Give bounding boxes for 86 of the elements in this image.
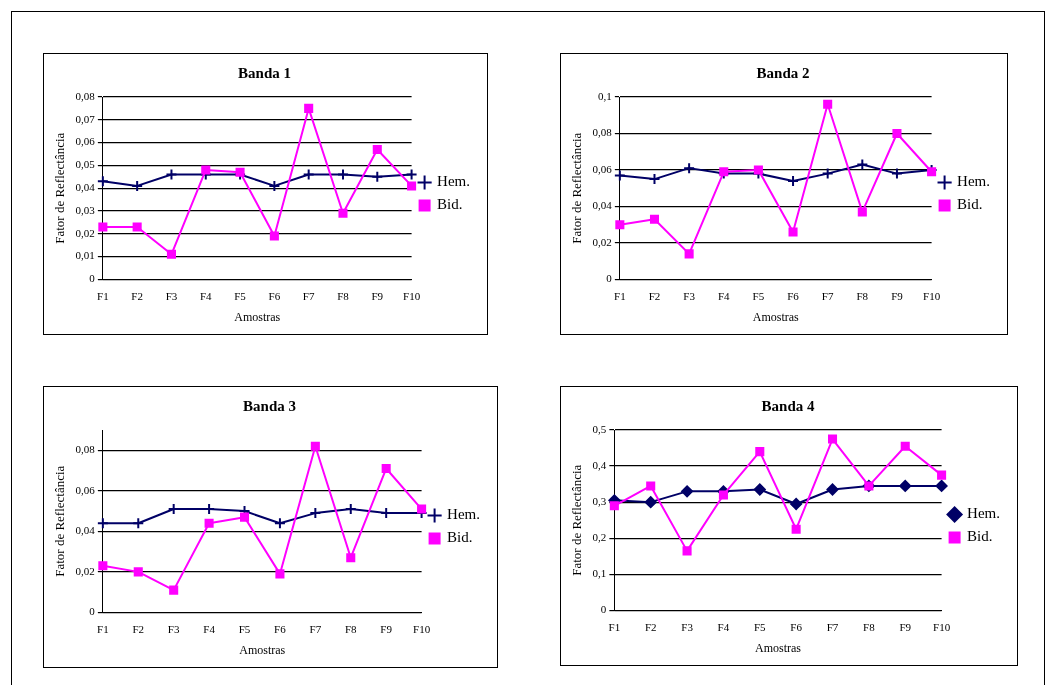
y-tick-label: 0,03 [75,203,96,216]
x-tick-label: F8 [856,289,869,302]
x-tick-label: F6 [268,289,281,302]
y-tick-label: 0 [89,605,96,618]
legend-label: Hem. [957,173,991,190]
x-tick-label: F8 [863,620,876,633]
x-axis-title: Amostras [752,309,800,324]
y-tick-label: 0,5 [592,422,607,435]
legend-label: Hem. [437,173,471,190]
x-tick-label: F4 [203,622,216,635]
x-tick-label: F6 [790,620,803,633]
legend-label: Hem. [967,505,1001,522]
y-tick-label: 0,2 [592,531,607,544]
x-tick-label: F5 [238,622,251,635]
x-tick-label: F1 [97,622,109,635]
y-axis-title: Fator de Reflectância [569,132,585,244]
legend-label: Hem. [447,506,481,523]
y-tick-label: 0,01 [75,249,95,262]
x-tick-label: F10 [933,620,951,633]
x-tick-label: F7 [826,620,839,633]
y-axis-title: Fator de Reflectância [52,132,68,244]
y-tick-label: 0 [600,603,607,616]
y-tick-label: 0 [89,272,96,285]
x-tick-label: F2 [648,289,661,302]
y-axis-title: Fator de Reflectância [569,464,585,576]
x-tick-label: F9 [891,289,904,302]
x-tick-label: F9 [371,289,384,302]
y-tick-label: 0,4 [592,458,607,471]
x-tick-label: F3 [165,289,178,302]
chart-title: Banda 4 [761,397,815,414]
x-tick-label: F2 [132,622,145,635]
x-tick-label: F1 [614,289,626,302]
y-tick-label: 0,04 [75,524,96,537]
x-tick-label: F6 [787,289,800,302]
x-tick-label: F5 [753,620,767,633]
y-tick-label: 0,02 [592,235,612,248]
x-axis-title: Amostras [234,309,281,324]
y-tick-label: 0,1 [592,567,607,580]
x-tick-label: F2 [644,620,657,633]
x-tick-label: F4 [717,289,731,302]
x-tick-label: F1 [608,620,621,633]
y-axis-title: Fator de Reflectância [52,465,68,577]
x-tick-label: F10 [403,289,421,302]
x-tick-label: F8 [344,622,358,635]
x-tick-label: F7 [821,289,834,302]
y-tick-label: 0,07 [75,112,96,125]
legend-label: Bid. [447,529,473,546]
y-tick-label: 0,02 [75,564,95,577]
legend-label: Bid. [967,528,993,545]
x-tick-label: F3 [167,622,180,635]
x-tick-label: F7 [302,289,315,302]
y-tick-label: 0,02 [75,226,95,239]
y-tick-label: 0,1 [598,89,612,102]
y-tick-label: 0,08 [592,126,613,139]
y-tick-label: 0,04 [592,199,613,212]
x-tick-label: F8 [337,289,350,302]
x-tick-label: F7 [309,622,322,635]
x-axis-title: Amostras [239,642,286,657]
y-tick-label: 0,08 [75,443,96,456]
x-tick-label: F5 [752,289,765,302]
chart-title: Banda 1 [238,64,291,81]
x-tick-label: F5 [234,289,247,302]
chart-title: Banda 2 [756,64,810,81]
chart-title: Banda 3 [243,397,296,414]
x-tick-label: F1 [97,289,109,302]
x-tick-label: F4 [199,289,213,302]
x-tick-label: F4 [717,620,730,633]
x-tick-label: F9 [899,620,912,633]
y-tick-label: 0 [606,272,613,285]
y-tick-label: 0,04 [75,181,96,194]
x-tick-label: F3 [683,289,696,302]
x-tick-label: F10 [413,622,431,635]
x-tick-label: F9 [380,622,393,635]
x-tick-label: F10 [923,289,941,302]
y-tick-label: 0,06 [75,483,96,496]
x-tick-label: F6 [274,622,287,635]
legend-label: Bid. [437,196,463,213]
x-tick-label: F3 [681,620,694,633]
y-tick-label: 0,06 [592,162,613,175]
legend-label: Bid. [957,196,983,213]
y-tick-label: 0,05 [75,158,96,171]
y-tick-label: 0,08 [75,89,96,102]
y-tick-label: 0,3 [592,495,607,508]
x-axis-title: Amostras [754,640,802,655]
x-tick-label: F2 [131,289,143,302]
y-tick-label: 0,06 [75,135,96,148]
